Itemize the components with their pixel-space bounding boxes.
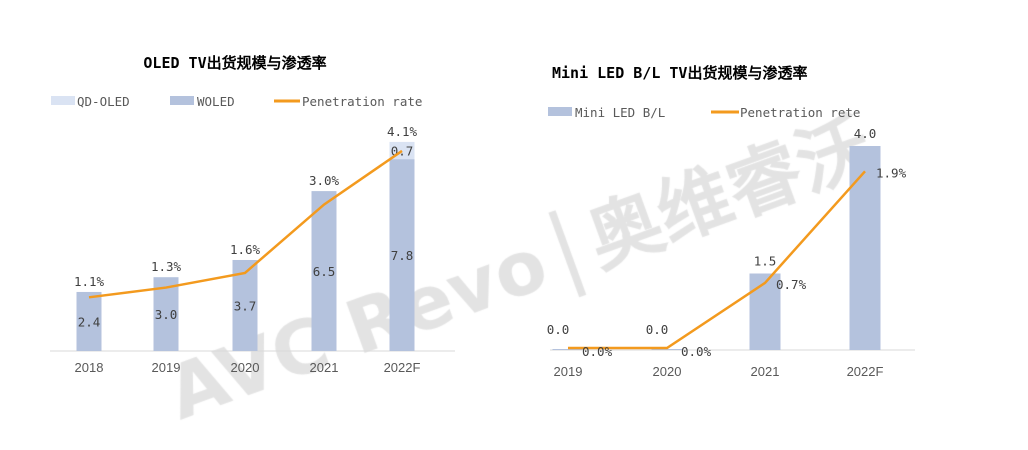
data-label-woled: 7.8 — [391, 248, 414, 263]
penetration-line — [568, 170, 866, 350]
bar-woled — [311, 191, 337, 351]
legend-label-woled: WOLED — [197, 94, 235, 109]
bar-woled — [389, 159, 415, 351]
legend-label-penetration: Penetration rate — [302, 94, 422, 109]
data-label-miniled: 0.0 — [646, 322, 669, 337]
x-tick-label: 2020 — [231, 360, 260, 375]
x-tick-label: 2020 — [653, 364, 682, 379]
data-label-miniled: 4.0 — [854, 126, 877, 141]
legend-label-penetration: Penetration rete — [740, 105, 860, 120]
data-label-woled: 3.7 — [234, 298, 257, 313]
data-label-penetration: 0.0% — [582, 344, 613, 359]
data-label-penetration: 1.9% — [876, 165, 907, 180]
legend-label-qd-oled: QD-OLED — [77, 94, 130, 109]
x-tick-label: 2021 — [751, 364, 780, 379]
x-tick-label: 2021 — [310, 360, 339, 375]
x-tick-label: 2018 — [75, 360, 104, 375]
chart-title: Mini LED B/L TV出货规模与渗透率 — [552, 64, 807, 82]
x-tick-label: 2022F — [847, 364, 884, 379]
data-label-penetration: 1.6% — [230, 242, 261, 257]
x-tick-label: 2019 — [152, 360, 181, 375]
miniled-chart: Mini LED B/L TV出货规模与渗透率 Mini LED B/L Pen… — [547, 64, 915, 379]
data-label-penetration: 1.1% — [74, 274, 105, 289]
data-label-woled: 6.5 — [313, 264, 336, 279]
data-label-penetration: 0.7% — [776, 277, 807, 292]
data-label-miniled: 1.5 — [754, 254, 777, 269]
bar-miniled — [651, 349, 683, 350]
bar-miniled — [552, 349, 584, 350]
data-label-penetration: 1.3% — [151, 259, 182, 274]
data-label-woled: 3.0 — [155, 307, 178, 322]
data-label-woled: 2.4 — [78, 314, 101, 329]
data-label-penetration: 0.0% — [681, 344, 712, 359]
legend-swatch-miniled — [548, 107, 572, 116]
legend-swatch-qd-oled — [51, 96, 75, 105]
legend-swatch-woled — [170, 96, 194, 105]
oled-chart: OLED TV出货规模与渗透率 QD-OLED WOLED Penetratio… — [50, 54, 455, 375]
data-label-penetration: 3.0% — [309, 173, 340, 188]
data-label-penetration: 4.1% — [387, 124, 418, 139]
bar-woled — [76, 291, 102, 351]
data-label-miniled: 0.0 — [547, 322, 570, 337]
x-tick-label: 2022F — [384, 360, 421, 375]
chart-title: OLED TV出货规模与渗透率 — [143, 54, 326, 72]
bar-miniled — [749, 273, 781, 350]
legend-label-miniled: Mini LED B/L — [575, 105, 665, 120]
x-tick-label: 2019 — [554, 364, 583, 379]
bar-miniled — [849, 146, 881, 350]
